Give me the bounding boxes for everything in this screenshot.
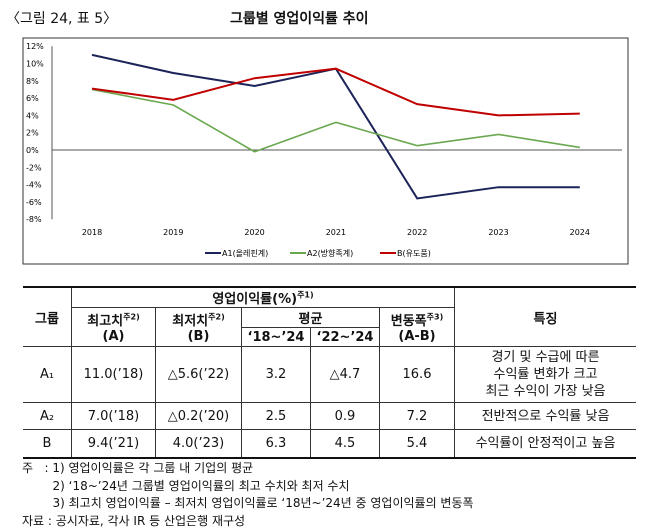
cell-feature: 전반적으로 수익률 낮음: [454, 402, 636, 430]
cell-feature: 수익률이 안정적이고 높음: [454, 429, 636, 458]
cell-range: 7.2: [379, 402, 455, 430]
y-tick-label: -8%: [26, 215, 42, 224]
h-max: 최고치주2) (A): [71, 307, 156, 347]
h-avg1: ‘18~’24: [241, 327, 311, 347]
cell-min: △5.6(’22): [155, 346, 242, 403]
note: 3) 최고치 영업이익률 – 최저치 영업이익률로 ‘18년~’24년 중 영업…: [22, 496, 474, 510]
cell-group: A₂: [23, 402, 72, 430]
y-tick-label: -6%: [26, 198, 42, 207]
cell-feature: 경기 및 수급에 따른 수익률 변화가 크고 최근 수익이 가장 낮음: [454, 346, 636, 403]
series-line: [91, 53, 580, 200]
cell-avg2: △4.7: [310, 346, 380, 403]
y-tick-label: 10%: [26, 60, 44, 69]
legend-label: A1(올레핀계): [222, 248, 268, 258]
y-tick-label: 6%: [26, 94, 39, 103]
y-tick-label: 2%: [26, 129, 39, 138]
note: 자료 : 공시자료, 각사 IR 등 산업은행 재구성: [22, 513, 246, 528]
cell-min: 4.0(’23): [155, 429, 242, 458]
h-min: 최저치주2) (B): [155, 307, 242, 347]
x-tick-label: 2024: [570, 228, 590, 237]
h-avg2: ‘22~’24: [310, 327, 380, 347]
chart-frame: [22, 37, 629, 265]
series-line: [91, 67, 580, 117]
table-row: B 9.4(’21) 4.0(’23) 6.3 4.5 5.4 수익률이 안정적이고 높음: [23, 429, 636, 458]
note: 주 : 1) 영업이익률은 각 그룹 내 기업의 평균: [22, 461, 254, 475]
cell-min: △0.2(’20): [155, 402, 242, 430]
y-tick-label: 4%: [26, 111, 39, 120]
cell-avg1: 3.2: [241, 346, 311, 403]
y-tick-label: -2%: [26, 163, 42, 172]
cell-max: 9.4(’21): [71, 429, 156, 458]
legend-label: A2(방향족계): [307, 248, 353, 258]
h-avg: 평균: [241, 307, 380, 328]
figure-title: 그룹별 영업이익률 추이: [230, 11, 369, 27]
cell-max: 7.0(’18): [71, 402, 156, 430]
cell-group: B: [23, 429, 72, 458]
figure-label: 〈그림 24, 표 5〉: [6, 11, 118, 27]
legend-label: B(유도품): [397, 249, 431, 258]
x-tick-label: 2023: [488, 228, 508, 237]
cell-group: A₁: [23, 346, 72, 403]
x-tick-label: 2018: [82, 228, 102, 237]
cell-avg2: 0.9: [310, 402, 380, 430]
note: 2) ‘18~’24년 그룹별 영업이익률의 최고 수치와 최저 수치: [22, 478, 350, 493]
h-range: 변동폭주3) (A-B): [379, 307, 455, 347]
y-tick-label: 8%: [26, 77, 39, 86]
h-group: 그룹: [23, 286, 72, 347]
x-tick-label: 2019: [163, 228, 183, 237]
cell-avg1: 2.5: [241, 402, 311, 430]
cell-range: 16.6: [379, 346, 455, 403]
y-tick-label: -4%: [26, 181, 42, 190]
line-chart: 12% 10% 8% 6% 4% 2% 0% -2% -4% -6% -8% 2018 2019 2020…: [22, 37, 629, 265]
x-tick-label: 2021: [326, 228, 346, 237]
h-margin: 영업이익률(%)주1): [71, 286, 455, 308]
cell-max: 11.0(’18): [71, 346, 156, 403]
x-tick-label: 2022: [407, 228, 427, 237]
cell-avg1: 6.3: [241, 429, 311, 458]
cell-avg2: 4.5: [310, 429, 380, 458]
y-tick-label: 0%: [26, 146, 39, 155]
margin-table: 그룹 영업이익률(%)주1) 특징 최고치주2) (A) 최저치주2) (B) 평균…: [23, 286, 636, 459]
x-tick-label: 2020: [244, 228, 264, 237]
cell-range: 5.4: [379, 429, 455, 458]
h-feature: 특징: [454, 286, 636, 347]
y-tick-label: 12%: [26, 42, 44, 51]
table-row: A₂ 7.0(’18) △0.2(’20) 2.5 0.9 7.2 전반적으로 수익률 낮음: [23, 402, 636, 430]
table-row: A₁ 11.0(’18) △5.6(’22) 3.2 △4.7 16.6 경기 및 수급에 …: [23, 346, 636, 403]
